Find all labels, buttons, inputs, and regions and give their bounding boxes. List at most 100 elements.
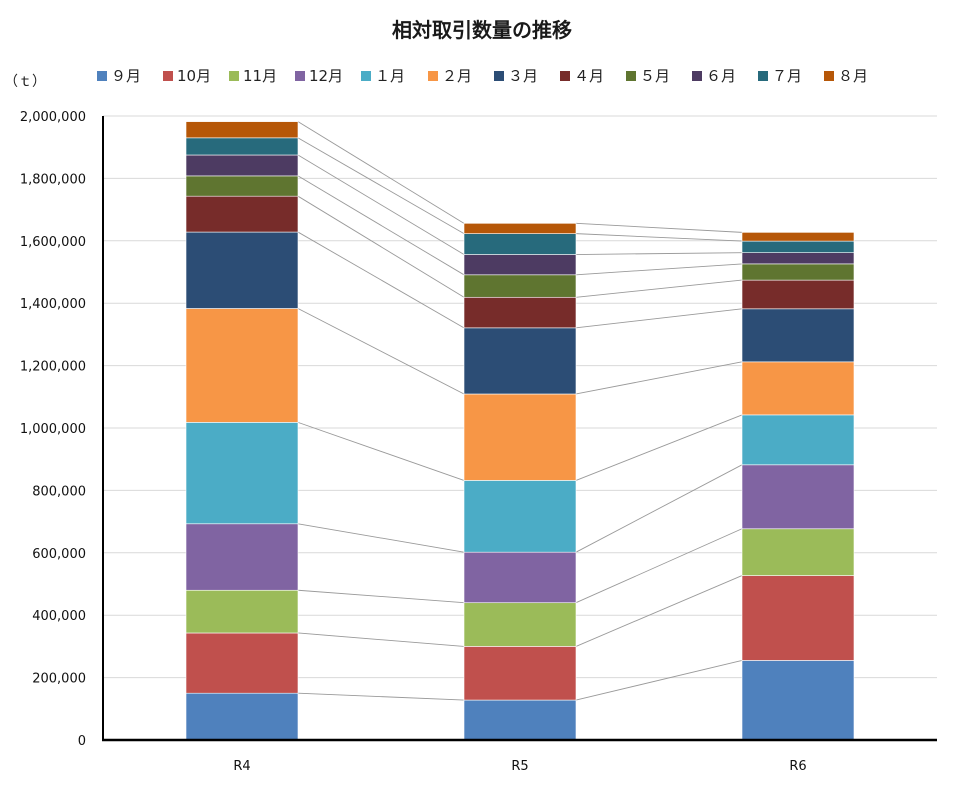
legend-swatch bbox=[692, 71, 702, 81]
bar-segment bbox=[463, 480, 577, 553]
legend-swatch bbox=[758, 71, 768, 81]
series-connector-line bbox=[575, 222, 743, 233]
series-connector-line bbox=[575, 361, 743, 395]
bar-segment bbox=[741, 575, 855, 661]
legend-swatch bbox=[295, 71, 305, 81]
bar-segment bbox=[741, 263, 855, 281]
bar-segment bbox=[741, 308, 855, 363]
y-tick-label: 600,000 bbox=[32, 547, 86, 562]
series-connector-line bbox=[575, 414, 743, 481]
series-connector-lines bbox=[297, 121, 743, 701]
y-tick-label: 1,200,000 bbox=[20, 360, 86, 375]
series-connector-line bbox=[297, 632, 465, 647]
y-tick-label: 0 bbox=[78, 734, 86, 749]
y-axis-tick-labels: 0 200,000 400,000 600,000 800,000 1,000,000 1,… bbox=[20, 110, 86, 749]
series-connector-line bbox=[575, 464, 743, 553]
bars bbox=[185, 121, 855, 741]
bar-segment bbox=[463, 393, 577, 481]
legend-swatch bbox=[361, 71, 371, 81]
y-tick-label: 1,000,000 bbox=[20, 422, 86, 437]
bar-segment bbox=[185, 422, 299, 525]
legend-label: 11月 bbox=[243, 67, 277, 85]
series-connector-line bbox=[297, 231, 465, 329]
series-connector-line bbox=[575, 308, 743, 329]
series-connector-line bbox=[297, 154, 465, 255]
bar-segment bbox=[463, 646, 577, 701]
legend-swatch bbox=[428, 71, 438, 81]
bar-segment bbox=[463, 551, 577, 604]
series-connector-line bbox=[575, 252, 743, 255]
y-axis-unit-label: （ｔ） bbox=[4, 74, 46, 90]
x-axis-tick-labels: R4 R5 R6 bbox=[233, 759, 806, 774]
bar-segment bbox=[463, 602, 577, 647]
bar-segment bbox=[463, 699, 577, 741]
y-tick-label: 1,400,000 bbox=[20, 297, 86, 312]
series-connector-line bbox=[297, 175, 465, 276]
series-connector-line bbox=[297, 121, 465, 224]
bar-segment bbox=[185, 175, 299, 197]
bar-segment bbox=[741, 232, 855, 242]
bar-segment bbox=[185, 692, 299, 741]
series-connector-line bbox=[297, 195, 465, 298]
legend-swatch bbox=[626, 71, 636, 81]
bar-segment bbox=[741, 660, 855, 741]
series-connector-line bbox=[575, 660, 743, 701]
bar-segment bbox=[741, 252, 855, 265]
legend-swatch bbox=[229, 71, 239, 81]
y-tick-label: 400,000 bbox=[32, 609, 86, 624]
y-tick-label: 1,600,000 bbox=[20, 235, 86, 250]
series-connector-line bbox=[575, 279, 743, 298]
bar-segment bbox=[741, 279, 855, 310]
legend-label: ６月 bbox=[706, 67, 736, 85]
bar-segment bbox=[185, 137, 299, 156]
legend-label: ９月 bbox=[111, 67, 141, 85]
bar-segment bbox=[741, 528, 855, 576]
legend: ９月 10月 11月 12月 １月 ２月 ３月 ４月 ５月 ６月 ７月 ８月 bbox=[97, 67, 868, 85]
bar-segment bbox=[185, 121, 299, 139]
legend-swatch bbox=[163, 71, 173, 81]
legend-swatch bbox=[494, 71, 504, 81]
legend-label: ７月 bbox=[772, 67, 802, 85]
legend-label: １月 bbox=[375, 67, 405, 85]
legend-label: ２月 bbox=[442, 67, 472, 85]
bar-segment bbox=[463, 274, 577, 298]
bar-segment bbox=[185, 523, 299, 591]
y-tick-label: 200,000 bbox=[32, 672, 86, 687]
axes bbox=[102, 116, 937, 742]
legend-label: 10月 bbox=[177, 67, 211, 85]
legend-swatch bbox=[97, 71, 107, 81]
bar-segment bbox=[185, 231, 299, 309]
bar-segment bbox=[185, 589, 299, 634]
series-connector-line bbox=[575, 528, 743, 604]
y-tick-label: 2,000,000 bbox=[20, 110, 86, 125]
bar-segment bbox=[185, 308, 299, 423]
bar-segment bbox=[185, 632, 299, 694]
series-connector-line bbox=[297, 308, 465, 395]
bar-segment bbox=[185, 195, 299, 233]
bar-segment bbox=[463, 296, 577, 329]
bar-segment bbox=[741, 361, 855, 416]
y-tick-label: 1,800,000 bbox=[20, 172, 86, 187]
series-connector-line bbox=[297, 523, 465, 553]
legend-label: ５月 bbox=[640, 67, 670, 85]
legend-swatch bbox=[824, 71, 834, 81]
bar-segment bbox=[741, 240, 855, 253]
bar-segment bbox=[463, 223, 577, 234]
bar-segment bbox=[185, 154, 299, 177]
series-connector-line bbox=[297, 421, 465, 481]
legend-label: ４月 bbox=[574, 67, 604, 85]
x-tick-label: R4 bbox=[233, 759, 250, 774]
series-connector-line bbox=[575, 575, 743, 647]
bar-segment bbox=[463, 327, 577, 395]
series-connector-line bbox=[297, 137, 465, 235]
legend-label: ８月 bbox=[838, 67, 868, 85]
legend-swatch bbox=[560, 71, 570, 81]
series-connector-line bbox=[575, 233, 743, 242]
x-tick-label: R6 bbox=[789, 759, 806, 774]
bar-segment bbox=[741, 414, 855, 466]
series-connector-line bbox=[297, 589, 465, 604]
bar-segment bbox=[741, 464, 855, 530]
legend-label: 12月 bbox=[309, 67, 343, 85]
series-connector-line bbox=[575, 263, 743, 276]
